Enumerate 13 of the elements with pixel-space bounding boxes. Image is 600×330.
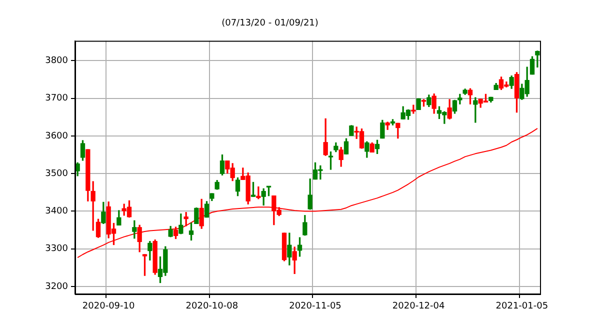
x-tick-label: 2020-12-04	[392, 302, 446, 312]
y-tick-label: 3600	[45, 131, 68, 142]
y-tick-label: 3300	[45, 244, 68, 254]
chart-title: (07/13/20 - 01/09/21)	[222, 18, 318, 29]
y-tick-label: 3200	[45, 282, 68, 292]
x-tick-label: 2021-01-05	[496, 302, 548, 312]
x-tick-label: 2020-10-08	[186, 302, 238, 312]
y-tick-label: 3500	[45, 168, 68, 179]
y-tick-label: 3400	[45, 206, 68, 217]
y-tick-label: 3700	[45, 94, 68, 104]
x-tick-label: 2020-11-05	[289, 302, 342, 312]
x-tick-label: 2020-09-10	[82, 302, 136, 312]
y-tick-label: 3800	[45, 56, 68, 66]
